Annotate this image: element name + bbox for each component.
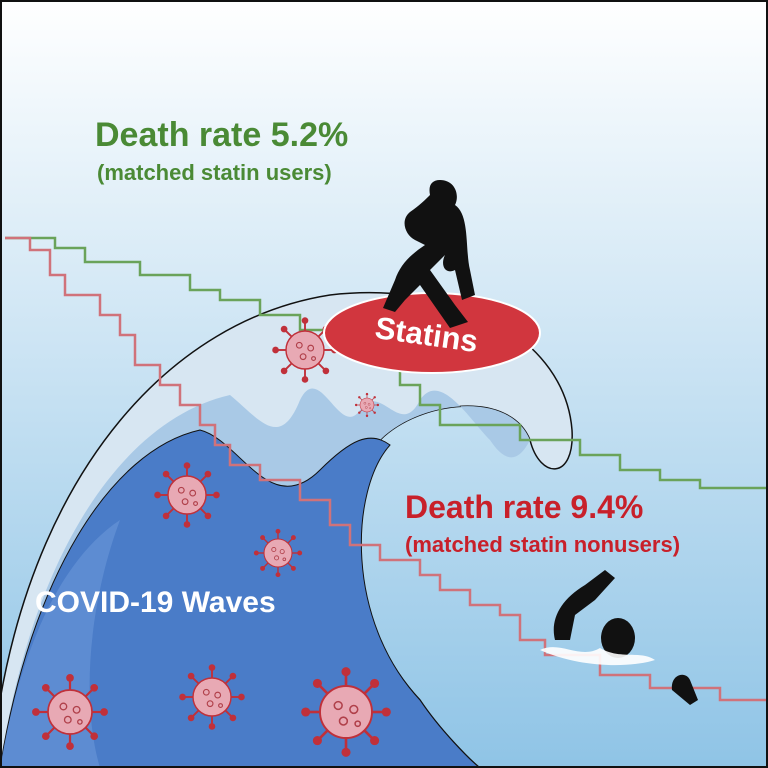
nonusers-subtitle: (matched statin nonusers) [405, 532, 680, 557]
swimmer-head [601, 618, 635, 658]
surfer [383, 180, 475, 328]
survival-curve-nonusers [5, 236, 768, 702]
virus [30, 672, 110, 752]
wave-body [0, 429, 481, 768]
virus [354, 392, 380, 418]
splash [540, 647, 655, 666]
virus [178, 663, 246, 731]
users-subtitle: (matched statin users) [97, 160, 332, 185]
swimmer-arm [553, 570, 615, 640]
virus [153, 461, 221, 529]
virus [299, 665, 393, 759]
swimmer-hand [671, 674, 698, 705]
wave-label: COVID-19 Waves [35, 586, 276, 619]
nonusers-title: Death rate 9.4% [405, 489, 643, 525]
virus [253, 528, 303, 578]
users-title: Death rate 5.2% [95, 116, 348, 154]
